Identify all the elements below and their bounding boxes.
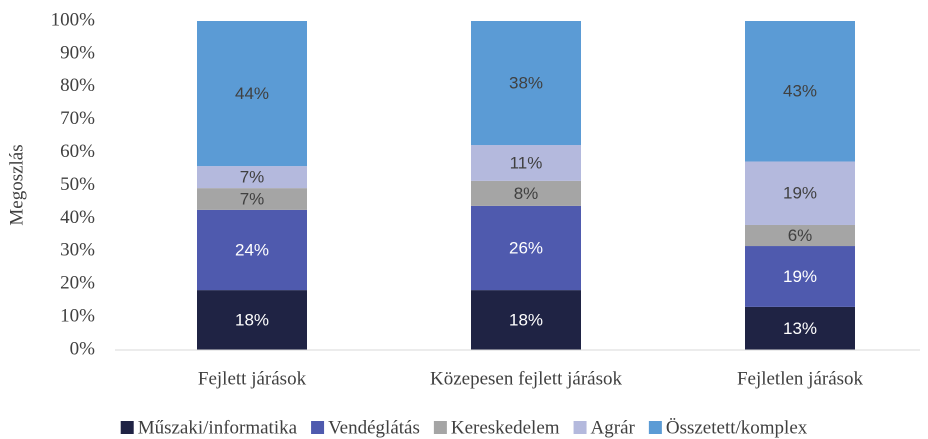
x-tick-label: Közepesen fejlett járások [430, 368, 623, 389]
data-label: 43% [783, 82, 817, 101]
legend-swatch [311, 421, 325, 434]
bar-segment [745, 21, 855, 162]
bar-segment [471, 21, 581, 146]
data-label: 18% [509, 311, 543, 330]
data-label: 11% [510, 153, 543, 172]
data-label: 38% [509, 74, 543, 93]
bar-segment [197, 188, 307, 210]
x-tick-label: Fejlett járások [198, 368, 307, 389]
bar-segment [471, 290, 581, 350]
data-label: 44% [235, 84, 269, 103]
data-label: 24% [235, 240, 269, 259]
y-tick-label: 50% [60, 174, 95, 195]
legend-swatch [648, 421, 662, 434]
y-tick-label: 80% [60, 75, 95, 96]
data-label: 19% [783, 184, 817, 203]
data-label: 8% [514, 184, 539, 203]
bar-segment [197, 166, 307, 189]
y-tick-label: 10% [60, 305, 95, 326]
bar-segment [745, 161, 855, 225]
bar-segment [471, 180, 581, 206]
legend-label: Összetett/komplex [666, 417, 808, 438]
y-tick-label: 100% [51, 9, 96, 30]
bar-segment [745, 306, 855, 350]
y-tick-label: 20% [60, 273, 95, 294]
bar-segment [471, 205, 581, 291]
x-tick-label: Fejletlen járások [737, 368, 864, 389]
data-label: 6% [788, 226, 813, 245]
bar-segment [745, 224, 855, 247]
legend-swatch [573, 421, 587, 434]
y-tick-label: 70% [60, 108, 95, 129]
y-tick-label: 60% [60, 141, 95, 162]
y-tick-label: 40% [60, 207, 95, 228]
legend-swatch [433, 421, 447, 434]
legend-label: Vendéglátás [328, 417, 420, 438]
legend-swatch [120, 421, 134, 434]
bar-segment [197, 209, 307, 291]
data-label: 19% [783, 267, 817, 286]
data-label: 7% [240, 189, 265, 208]
y-tick-label: 90% [60, 42, 95, 63]
data-label: 18% [235, 311, 269, 330]
y-axis-label: Megoszlás [6, 144, 27, 225]
bar-segment [197, 21, 307, 167]
bar-segment [197, 290, 307, 350]
data-label: 26% [509, 238, 543, 257]
legend-label: Kereskedelem [451, 417, 560, 438]
bar-segment [471, 145, 581, 181]
legend-label: Agrár [591, 417, 636, 438]
data-label: 13% [783, 319, 817, 338]
bar-segment [745, 246, 855, 307]
y-tick-label: 30% [60, 240, 95, 261]
y-tick-label: 0% [70, 338, 96, 359]
legend-label: Műszaki/informatika [138, 417, 298, 438]
data-label: 7% [240, 168, 265, 187]
